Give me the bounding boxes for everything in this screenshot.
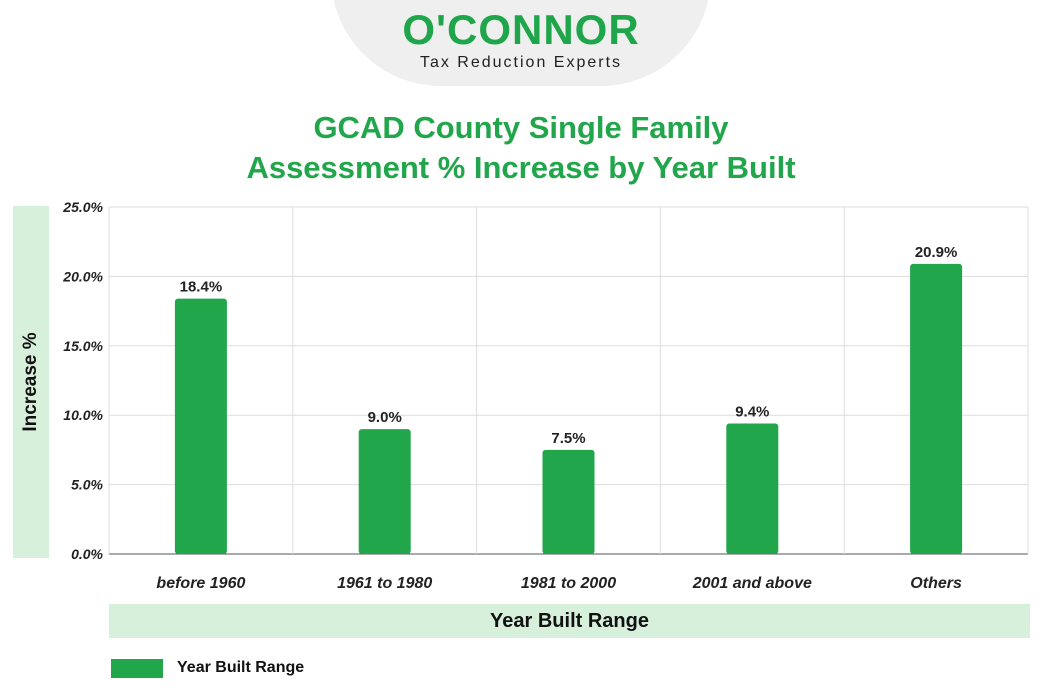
bar — [174, 298, 227, 554]
y-tick-label: 25.0% — [62, 199, 103, 215]
x-axis-label: Year Built Range — [109, 604, 1030, 638]
chart-title: GCAD County Single Family Assessment % I… — [0, 108, 1042, 188]
bar — [910, 263, 963, 554]
x-tick-label: 2001 and above — [692, 575, 812, 592]
x-tick-label: Others — [910, 575, 962, 592]
y-tick-label: 5.0% — [71, 477, 103, 493]
data-label: 7.5% — [551, 430, 585, 447]
y-axis-label-band — [13, 206, 49, 558]
data-label: 20.9% — [915, 244, 958, 261]
y-tick-label: 20.0% — [62, 268, 103, 284]
data-label: 9.0% — [368, 409, 402, 426]
x-tick-label: 1981 to 2000 — [521, 575, 616, 592]
bar — [726, 423, 779, 554]
y-tick-label: 15.0% — [63, 338, 103, 354]
legend-swatch — [111, 659, 163, 678]
brand-logo: O'CONNOR — [402, 6, 640, 53]
data-label: 9.4% — [735, 404, 769, 421]
x-tick-label: before 1960 — [156, 575, 245, 592]
chart-title-line-2: Assessment % Increase by Year Built — [246, 150, 796, 185]
y-tick-label: 0.0% — [71, 546, 103, 562]
legend-label: Year Built Range — [177, 659, 305, 676]
x-tick-label: 1961 to 1980 — [337, 575, 432, 592]
data-label: 18.4% — [180, 279, 223, 296]
chart-title-line-1: GCAD County Single Family — [313, 110, 729, 145]
logo-banner: O'CONNOR Tax Reduction Experts — [331, 0, 711, 86]
brand-tagline: Tax Reduction Experts — [419, 54, 623, 71]
bar — [542, 449, 595, 554]
y-tick-label: 10.0% — [63, 407, 103, 423]
bar — [358, 429, 411, 554]
